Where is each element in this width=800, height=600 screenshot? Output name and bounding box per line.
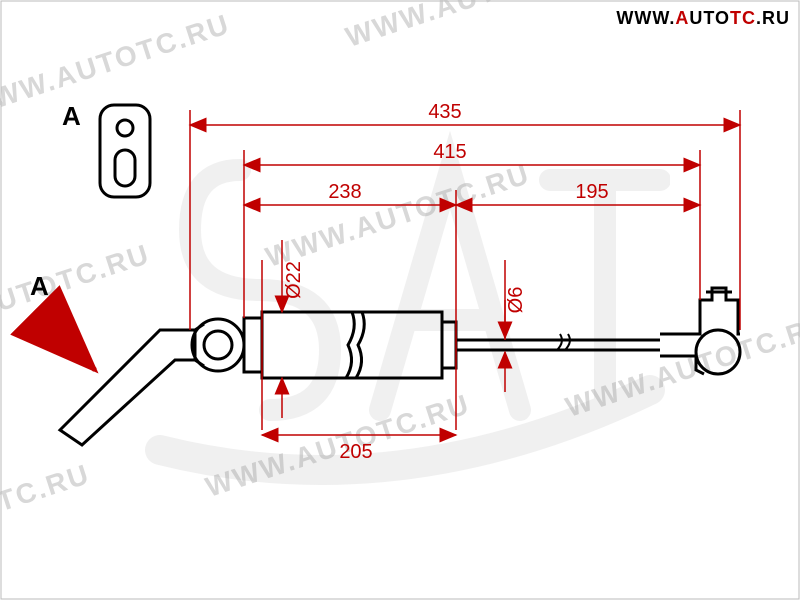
bracket-view-a <box>100 105 150 197</box>
dim-415: 415 <box>244 141 700 165</box>
dim-435: 435 <box>190 101 740 125</box>
label-a-arrow: A <box>30 271 49 301</box>
svg-text:195: 195 <box>575 181 608 203</box>
svg-text:205: 205 <box>339 441 372 463</box>
frame <box>1 1 799 599</box>
label-a-top: A <box>62 101 81 131</box>
arrow-a <box>35 310 95 370</box>
svg-text:435: 435 <box>428 101 461 123</box>
svg-text:238: 238 <box>328 181 361 203</box>
technical-drawing: A A <box>0 0 800 600</box>
svg-text:Ø22: Ø22 <box>283 261 305 299</box>
dim-195: 195 <box>456 181 700 205</box>
svg-text:Ø6: Ø6 <box>505 287 527 314</box>
dim-238: 238 <box>244 181 456 205</box>
dim-205: 205 <box>262 435 456 463</box>
gas-strut <box>60 288 740 445</box>
dim-dia22: Ø22 <box>282 240 305 418</box>
svg-text:415: 415 <box>433 141 466 163</box>
